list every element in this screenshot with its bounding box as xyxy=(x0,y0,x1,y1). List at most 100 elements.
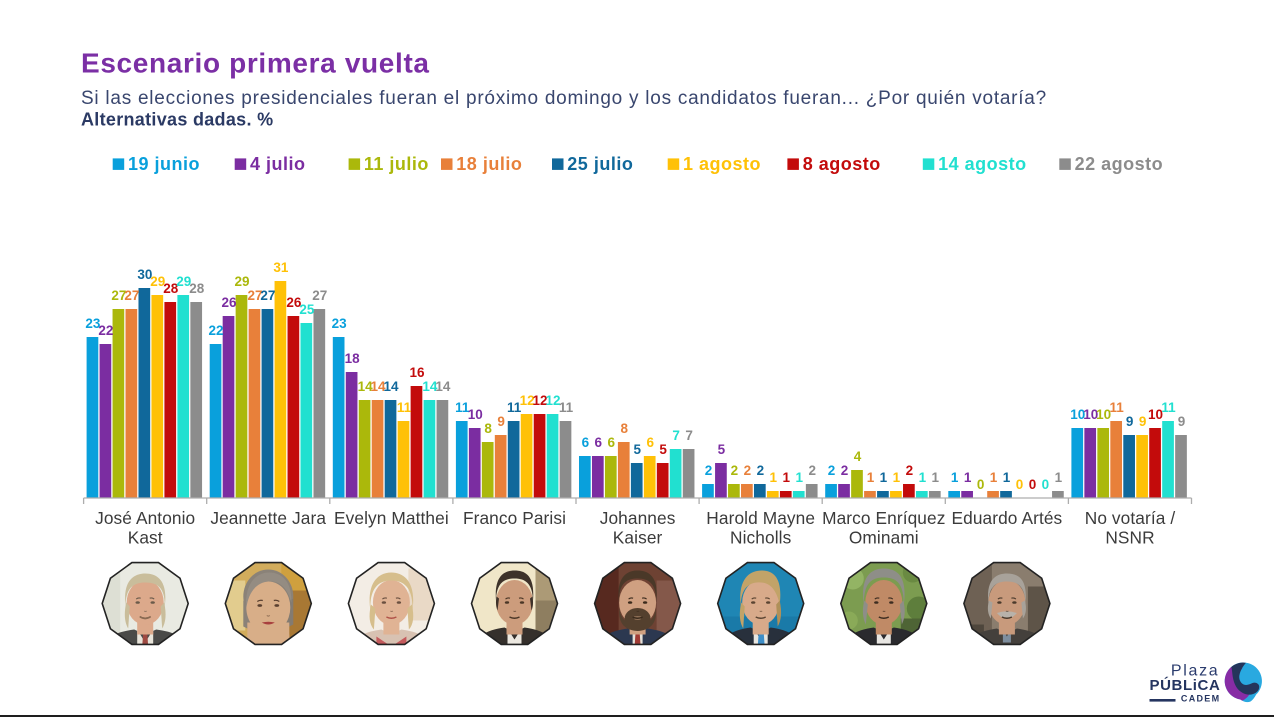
svg-text:Kaiser: Kaiser xyxy=(613,528,663,548)
svg-text:1: 1 xyxy=(1003,470,1011,485)
svg-text:Kast: Kast xyxy=(128,528,163,548)
svg-text:11: 11 xyxy=(1161,400,1176,415)
svg-text:14 agosto: 14 agosto xyxy=(938,154,1027,174)
svg-text:0: 0 xyxy=(1016,477,1024,492)
svg-text:0: 0 xyxy=(1042,477,1050,492)
svg-text:Plaza: Plaza xyxy=(1171,663,1220,680)
svg-text:1: 1 xyxy=(880,470,888,485)
svg-text:11 julio: 11 julio xyxy=(364,154,429,174)
svg-text:1: 1 xyxy=(1055,470,1063,485)
svg-text:1: 1 xyxy=(867,470,875,485)
svg-text:14: 14 xyxy=(371,379,387,394)
svg-text:1: 1 xyxy=(919,470,927,485)
svg-text:11: 11 xyxy=(559,400,574,415)
svg-text:18 julio: 18 julio xyxy=(456,154,522,174)
svg-text:14: 14 xyxy=(435,379,451,394)
svg-text:11: 11 xyxy=(1110,400,1125,415)
svg-text:22 agosto: 22 agosto xyxy=(1075,154,1164,174)
svg-text:9: 9 xyxy=(1139,414,1147,429)
svg-text:6: 6 xyxy=(595,435,603,450)
svg-text:30: 30 xyxy=(137,267,152,282)
svg-text:NSNR: NSNR xyxy=(1105,528,1154,548)
svg-text:8: 8 xyxy=(621,421,629,436)
svg-text:14: 14 xyxy=(422,379,438,394)
svg-text:23: 23 xyxy=(332,316,348,331)
svg-text:2: 2 xyxy=(744,463,752,478)
svg-text:6: 6 xyxy=(582,435,590,450)
svg-text:0: 0 xyxy=(977,477,985,492)
svg-text:14: 14 xyxy=(384,379,400,394)
svg-text:23: 23 xyxy=(85,316,101,331)
svg-text:31: 31 xyxy=(273,260,289,275)
svg-text:Ominami: Ominami xyxy=(849,528,919,548)
svg-text:1: 1 xyxy=(893,470,901,485)
svg-text:6: 6 xyxy=(646,435,654,450)
svg-text:2: 2 xyxy=(757,463,765,478)
svg-text:28: 28 xyxy=(163,281,179,296)
svg-text:2: 2 xyxy=(705,463,713,478)
svg-text:10: 10 xyxy=(1083,407,1098,422)
svg-text:6: 6 xyxy=(608,435,616,450)
svg-text:Jeannette Jara: Jeannette Jara xyxy=(210,508,326,528)
svg-text:4: 4 xyxy=(854,449,862,464)
svg-text:2: 2 xyxy=(906,463,914,478)
svg-text:5: 5 xyxy=(659,442,667,457)
svg-text:25 julio: 25 julio xyxy=(567,154,633,174)
svg-text:10: 10 xyxy=(1148,407,1163,422)
svg-text:1: 1 xyxy=(783,470,791,485)
svg-text:8 agosto: 8 agosto xyxy=(803,154,881,174)
svg-text:11: 11 xyxy=(507,400,522,415)
svg-text:27: 27 xyxy=(247,288,262,303)
svg-text:Franco Parisi: Franco Parisi xyxy=(463,508,566,528)
svg-text:29: 29 xyxy=(150,274,165,289)
svg-text:Harold Mayne: Harold Mayne xyxy=(706,508,815,528)
svg-text:2: 2 xyxy=(841,463,849,478)
svg-text:No votaría /: No votaría / xyxy=(1085,508,1176,528)
svg-text:1: 1 xyxy=(964,470,972,485)
svg-text:9: 9 xyxy=(1178,414,1186,429)
svg-text:25: 25 xyxy=(299,302,315,317)
svg-text:9: 9 xyxy=(497,414,505,429)
svg-text:28: 28 xyxy=(189,281,205,296)
svg-text:11: 11 xyxy=(397,400,412,415)
svg-text:8: 8 xyxy=(484,421,492,436)
svg-text:5: 5 xyxy=(718,442,726,457)
svg-text:27: 27 xyxy=(312,288,327,303)
svg-text:29: 29 xyxy=(234,274,249,289)
svg-text:1 agosto: 1 agosto xyxy=(683,154,761,174)
svg-text:0: 0 xyxy=(1029,477,1037,492)
svg-text:5: 5 xyxy=(633,442,641,457)
svg-text:Eduardo Artés: Eduardo Artés xyxy=(951,508,1062,528)
svg-text:1: 1 xyxy=(990,470,998,485)
svg-text:10: 10 xyxy=(1096,407,1111,422)
svg-text:2: 2 xyxy=(828,463,836,478)
svg-text:1: 1 xyxy=(932,470,940,485)
svg-text:José Antonio: José Antonio xyxy=(95,508,195,528)
svg-text:26: 26 xyxy=(286,295,302,310)
svg-text:22: 22 xyxy=(209,323,224,338)
svg-text:12: 12 xyxy=(533,393,548,408)
svg-text:Nicholls: Nicholls xyxy=(730,528,792,548)
svg-text:Johannes: Johannes xyxy=(600,508,676,528)
svg-text:12: 12 xyxy=(520,393,535,408)
svg-text:7: 7 xyxy=(685,428,693,443)
svg-text:18: 18 xyxy=(345,351,361,366)
svg-text:16: 16 xyxy=(409,365,425,380)
svg-text:11: 11 xyxy=(455,400,470,415)
svg-text:2: 2 xyxy=(808,463,816,478)
svg-text:2: 2 xyxy=(731,463,739,478)
svg-text:19 junio: 19 junio xyxy=(128,154,200,174)
svg-text:Evelyn Matthei: Evelyn Matthei xyxy=(334,508,449,528)
svg-text:26: 26 xyxy=(222,295,238,310)
svg-text:29: 29 xyxy=(176,274,191,289)
svg-text:27: 27 xyxy=(260,288,275,303)
svg-text:1: 1 xyxy=(795,470,803,485)
svg-text:22: 22 xyxy=(98,323,113,338)
svg-text:CADEM: CADEM xyxy=(1181,694,1221,704)
svg-text:12: 12 xyxy=(546,393,561,408)
svg-text:7: 7 xyxy=(672,428,680,443)
svg-text:Marco Enríquez: Marco Enríquez xyxy=(822,508,945,528)
svg-text:Escenario primera vuelta: Escenario primera vuelta xyxy=(81,48,430,79)
svg-text:PÚBLiCA: PÚBLiCA xyxy=(1150,676,1221,694)
svg-text:27: 27 xyxy=(124,288,139,303)
